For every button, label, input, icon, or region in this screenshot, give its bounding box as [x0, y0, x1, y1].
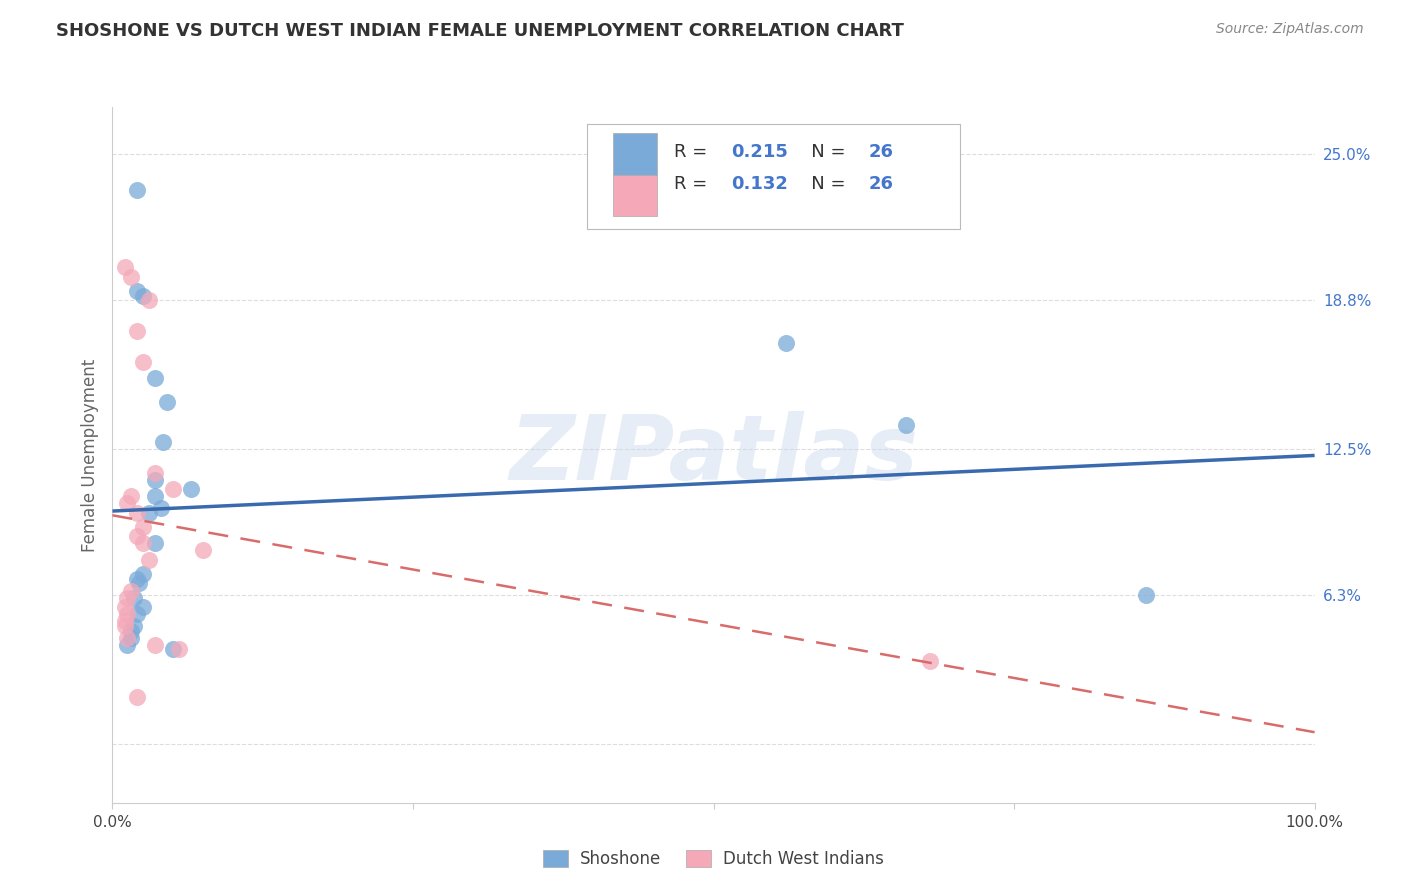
Point	[114, 614, 136, 628]
Point	[125, 284, 148, 298]
Point	[125, 529, 148, 543]
FancyBboxPatch shape	[588, 124, 960, 229]
Point	[125, 324, 148, 338]
Point	[122, 619, 145, 633]
Y-axis label: Female Unemployment: Female Unemployment	[80, 359, 98, 551]
Point	[125, 183, 148, 197]
Point	[191, 543, 214, 558]
Point	[115, 496, 138, 510]
Point	[131, 600, 153, 615]
Point	[180, 482, 202, 496]
Point	[918, 654, 941, 668]
Text: 0.132: 0.132	[731, 175, 789, 194]
Text: 26: 26	[869, 144, 894, 161]
Point	[131, 536, 153, 550]
Point	[149, 500, 172, 515]
Point	[143, 489, 166, 503]
Point	[114, 619, 136, 633]
Point	[120, 624, 142, 638]
Point	[162, 482, 184, 496]
Text: 0.215: 0.215	[731, 144, 789, 161]
Point	[131, 520, 153, 534]
Point	[114, 600, 136, 615]
Point	[125, 572, 148, 586]
Point	[120, 269, 142, 284]
Point	[162, 642, 184, 657]
Point	[115, 631, 138, 645]
Point	[115, 607, 138, 621]
Point	[143, 466, 166, 480]
Point	[1135, 588, 1157, 602]
Point	[155, 395, 177, 409]
Point	[125, 607, 148, 621]
Text: Source: ZipAtlas.com: Source: ZipAtlas.com	[1216, 22, 1364, 37]
Point	[894, 418, 917, 433]
Point	[120, 489, 142, 503]
Point	[131, 567, 153, 582]
Point	[138, 506, 160, 520]
Point	[115, 591, 138, 605]
Point	[131, 289, 153, 303]
Point	[143, 371, 166, 385]
Text: ZIPatlas: ZIPatlas	[509, 411, 918, 499]
FancyBboxPatch shape	[613, 175, 657, 216]
Point	[120, 583, 142, 598]
Text: N =: N =	[794, 175, 852, 194]
Point	[167, 642, 190, 657]
Point	[775, 335, 797, 350]
Point	[125, 506, 148, 520]
Text: SHOSHONE VS DUTCH WEST INDIAN FEMALE UNEMPLOYMENT CORRELATION CHART: SHOSHONE VS DUTCH WEST INDIAN FEMALE UNE…	[56, 22, 904, 40]
Point	[143, 638, 166, 652]
Legend: Shoshone, Dutch West Indians: Shoshone, Dutch West Indians	[537, 843, 890, 874]
Text: R =: R =	[673, 144, 713, 161]
Point	[125, 690, 148, 704]
Point	[138, 553, 160, 567]
FancyBboxPatch shape	[613, 134, 657, 175]
Point	[138, 293, 160, 308]
Text: R =: R =	[673, 175, 713, 194]
Point	[128, 576, 150, 591]
Point	[115, 638, 138, 652]
Point	[131, 355, 153, 369]
Text: 26: 26	[869, 175, 894, 194]
Point	[120, 631, 142, 645]
Text: N =: N =	[794, 144, 852, 161]
Point	[143, 473, 166, 487]
Point	[143, 536, 166, 550]
Point	[122, 591, 145, 605]
Point	[114, 260, 136, 275]
Point	[152, 434, 174, 449]
